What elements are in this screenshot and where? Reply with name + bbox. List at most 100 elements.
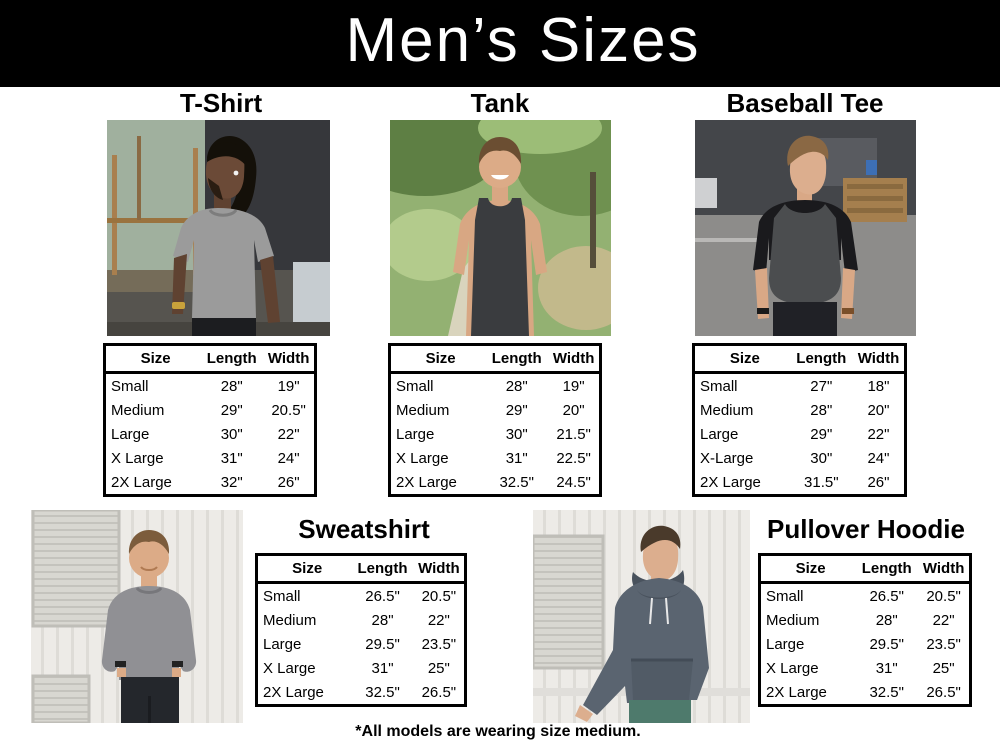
size-row: Small 26.5" 20.5" bbox=[257, 583, 466, 609]
table-header-row: Size Length Width bbox=[389, 345, 601, 373]
size-row: Large 30" 21.5" bbox=[390, 422, 601, 446]
length-cell: 32" bbox=[220, 473, 243, 491]
table-header-row: Size Length Width bbox=[759, 555, 971, 583]
size-row: X Large 31" 25" bbox=[257, 656, 466, 680]
width-cell: 26" bbox=[277, 473, 300, 491]
size-row: Large 29" 22" bbox=[694, 422, 906, 446]
size-cell: Large bbox=[396, 425, 435, 443]
column-header-width: Width bbox=[267, 350, 310, 367]
size-cell: Small bbox=[396, 377, 434, 395]
size-row: 2X Large 32.5" 26.5" bbox=[257, 680, 466, 706]
size-cell: Large bbox=[263, 635, 302, 653]
model-figure bbox=[101, 530, 197, 723]
size-cell: 2X Large bbox=[111, 473, 172, 491]
column-header-size: Size bbox=[140, 350, 171, 367]
width-cell: 22" bbox=[932, 611, 955, 629]
width-cell: 20" bbox=[867, 401, 890, 419]
size-cell: X Large bbox=[766, 659, 819, 677]
model-figure bbox=[753, 135, 858, 336]
size-cell: Medium bbox=[111, 401, 165, 419]
heading-tshirt: T-Shirt bbox=[179, 88, 263, 118]
length-cell: 31" bbox=[505, 449, 528, 467]
pullover-hoodie-photo bbox=[533, 510, 750, 723]
length-cell: 29.5" bbox=[869, 635, 904, 653]
size-cell: X Large bbox=[396, 449, 449, 467]
column-header-width: Width bbox=[922, 560, 965, 577]
length-cell: 29" bbox=[220, 401, 243, 419]
width-cell: 23.5" bbox=[421, 635, 457, 653]
pullover-hoodie-size-table: Size Length Width Small 26.5" 20.5" Medium 2… bbox=[758, 553, 972, 707]
size-row: X Large 31" 22.5" bbox=[390, 446, 601, 470]
page-title: Men’s Sizes bbox=[345, 6, 701, 75]
size-row: 2X Large 32" 26" bbox=[105, 470, 316, 496]
column-header-length: Length bbox=[357, 560, 408, 577]
size-row: X Large 31" 24" bbox=[105, 446, 316, 470]
size-row: Small 27" 18" bbox=[694, 373, 906, 399]
length-cell: 30" bbox=[220, 425, 243, 443]
length-cell: 32.5" bbox=[499, 473, 534, 491]
width-cell: 20.5" bbox=[926, 587, 961, 605]
tank-size-table: Size Length Width Small 28" 19" Medium 29" 20… bbox=[388, 343, 602, 497]
size-cell: 2X Large bbox=[263, 683, 324, 701]
size-row: Large 29.5" 23.5" bbox=[257, 632, 466, 656]
size-row: Small 28" 19" bbox=[105, 373, 316, 399]
model-figure bbox=[575, 525, 709, 723]
length-cell: 30" bbox=[505, 425, 528, 443]
heading-tank: Tank bbox=[470, 88, 530, 118]
length-cell: 27" bbox=[810, 377, 833, 395]
tshirt-photo bbox=[107, 120, 330, 336]
heading-sweatshirt: Sweatshirt bbox=[298, 514, 430, 544]
length-cell: 26.5" bbox=[365, 587, 400, 605]
size-cell: Small bbox=[263, 587, 301, 605]
pullover-hoodie-photo-illustration bbox=[533, 510, 750, 723]
width-cell: 20" bbox=[562, 401, 585, 419]
title-bar: Men’s Sizes bbox=[0, 0, 1000, 87]
size-row: Large 29.5" 23.5" bbox=[760, 632, 971, 656]
size-row: Medium 29" 20" bbox=[390, 398, 601, 422]
size-cell: Small bbox=[766, 587, 804, 605]
width-cell: 26.5" bbox=[926, 683, 961, 701]
width-cell: 20.5" bbox=[271, 401, 306, 419]
baseball-tee-photo bbox=[695, 120, 916, 336]
size-row: 2X Large 31.5" 26" bbox=[694, 470, 906, 496]
size-cell: Medium bbox=[700, 401, 754, 419]
size-cell: X Large bbox=[111, 449, 164, 467]
width-cell: 24" bbox=[277, 449, 300, 467]
table-header-row: Size Length Width bbox=[104, 345, 316, 373]
width-cell: 26" bbox=[867, 473, 890, 491]
column-header-size: Size bbox=[292, 560, 323, 577]
size-cell: X Large bbox=[263, 659, 316, 677]
size-cell: Medium bbox=[396, 401, 450, 419]
size-cell: 2X Large bbox=[700, 473, 761, 491]
sweatshirt-photo-illustration bbox=[31, 510, 243, 723]
heading-baseball-tee: Baseball Tee bbox=[726, 88, 884, 118]
width-cell: 24" bbox=[867, 449, 890, 467]
length-cell: 31.5" bbox=[804, 473, 839, 491]
column-header-width: Width bbox=[418, 560, 460, 577]
column-header-length: Length bbox=[491, 350, 542, 367]
length-cell: 28" bbox=[371, 611, 394, 629]
column-header-length: Length bbox=[796, 350, 847, 367]
length-cell: 29" bbox=[810, 425, 833, 443]
size-row: Medium 28" 22" bbox=[257, 608, 466, 632]
size-row: 2X Large 32.5" 26.5" bbox=[760, 680, 971, 706]
size-cell: 2X Large bbox=[396, 473, 457, 491]
size-cell: Large bbox=[766, 635, 805, 653]
model-figure bbox=[453, 137, 547, 336]
width-cell: 21.5" bbox=[556, 425, 591, 443]
width-cell: 25" bbox=[427, 659, 450, 677]
tank-photo bbox=[390, 120, 611, 336]
tshirt-photo-illustration bbox=[107, 120, 330, 336]
length-cell: 31" bbox=[875, 659, 898, 677]
heading-pullover-hoodie: Pullover Hoodie bbox=[767, 514, 965, 544]
size-row: Medium 28" 20" bbox=[694, 398, 906, 422]
size-cell: 2X Large bbox=[766, 683, 827, 701]
width-cell: 22.5" bbox=[556, 449, 591, 467]
width-cell: 23.5" bbox=[926, 635, 961, 653]
width-cell: 20.5" bbox=[421, 587, 457, 605]
width-cell: 22" bbox=[427, 611, 450, 629]
column-header-width: Width bbox=[552, 350, 595, 367]
length-cell: 26.5" bbox=[869, 587, 904, 605]
tank-photo-illustration bbox=[390, 120, 611, 336]
